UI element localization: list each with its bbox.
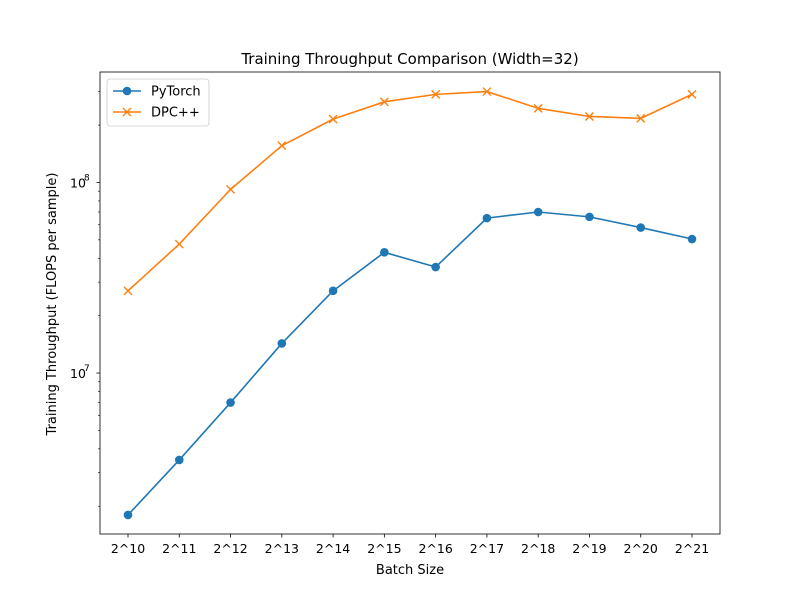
x-marker	[277, 141, 287, 151]
legend-marker	[122, 86, 132, 96]
y-tick-label-exponent: 7	[84, 364, 90, 374]
data-point-pytorch	[123, 510, 133, 520]
data-point-dpc	[687, 89, 697, 99]
series-line-dpc	[127, 90, 693, 292]
x-tick-label: 2^14	[316, 541, 350, 556]
y-tick-label-base: 10	[70, 175, 86, 190]
legend-label: DPC++	[151, 106, 200, 121]
data-point-pytorch	[533, 207, 543, 217]
x-tick-label: 2^11	[162, 541, 196, 556]
data-point-pytorch	[482, 213, 492, 223]
data-point-pytorch	[174, 455, 184, 465]
data-point-dpc	[379, 97, 389, 107]
data-point-pytorch	[380, 248, 389, 257]
x-tick-label: 2^12	[213, 541, 247, 556]
data-point-dpc	[533, 103, 543, 113]
data-point-pytorch	[585, 212, 594, 222]
x-marker	[533, 103, 543, 113]
x-tick-label: 2^16	[418, 541, 452, 556]
series-line-pytorch	[127, 211, 693, 516]
data-point-dpc	[174, 239, 184, 249]
x-marker	[584, 111, 594, 121]
data-point-dpc	[482, 87, 492, 97]
data-point-pytorch	[431, 262, 440, 272]
x-marker	[174, 239, 184, 249]
legend-item-dpc: DPC++	[113, 106, 200, 121]
x-tick-label: 2^20	[624, 541, 658, 556]
x-tick-label: 2^13	[265, 541, 299, 556]
x-marker	[226, 184, 236, 194]
data-point-dpc	[584, 111, 594, 121]
data-point-pytorch	[328, 286, 338, 296]
x-tick-label: 2^18	[521, 541, 555, 556]
data-point-pytorch	[636, 223, 646, 232]
data-point-dpc	[226, 184, 236, 194]
x-tick-label: 2^15	[367, 541, 401, 556]
plot-frame	[99, 71, 721, 535]
x-marker	[687, 89, 697, 99]
legend: PyTorch DPC++	[106, 78, 210, 127]
x-tick-label: 2^21	[675, 541, 709, 556]
y-tick-label: 108	[70, 173, 90, 190]
data-point-dpc	[636, 113, 646, 123]
data-point-dpc	[123, 286, 133, 296]
data-point-dpc	[431, 89, 441, 99]
x-marker	[123, 286, 133, 296]
x-marker	[482, 87, 492, 97]
x-axis-label: Batch Size	[376, 563, 444, 578]
x-marker	[379, 97, 389, 107]
x-tick-label: 2^19	[572, 541, 606, 556]
y-tick-label: 107	[70, 364, 90, 381]
chart-title: Training Throughput Comparison (Width=32…	[240, 50, 578, 68]
legend-marker	[122, 107, 132, 117]
legend-label: PyTorch	[151, 85, 201, 100]
x-tick-label: 2^10	[111, 541, 145, 556]
data-point-dpc	[328, 114, 338, 124]
x-tick-label: 2^17	[470, 541, 504, 556]
data-point-pytorch	[226, 398, 235, 407]
y-tick-label-exponent: 8	[84, 173, 90, 183]
x-marker	[328, 114, 338, 124]
data-point-pytorch	[687, 234, 697, 244]
legend-item-pytorch: PyTorch	[113, 85, 201, 100]
y-tick-label-base: 10	[70, 366, 86, 381]
x-marker	[636, 113, 646, 123]
data-point-pytorch	[277, 339, 287, 348]
y-axis-label: Training Throughput (FLOPS per sample)	[45, 173, 60, 437]
data-point-dpc	[277, 141, 287, 151]
x-marker	[431, 89, 441, 99]
